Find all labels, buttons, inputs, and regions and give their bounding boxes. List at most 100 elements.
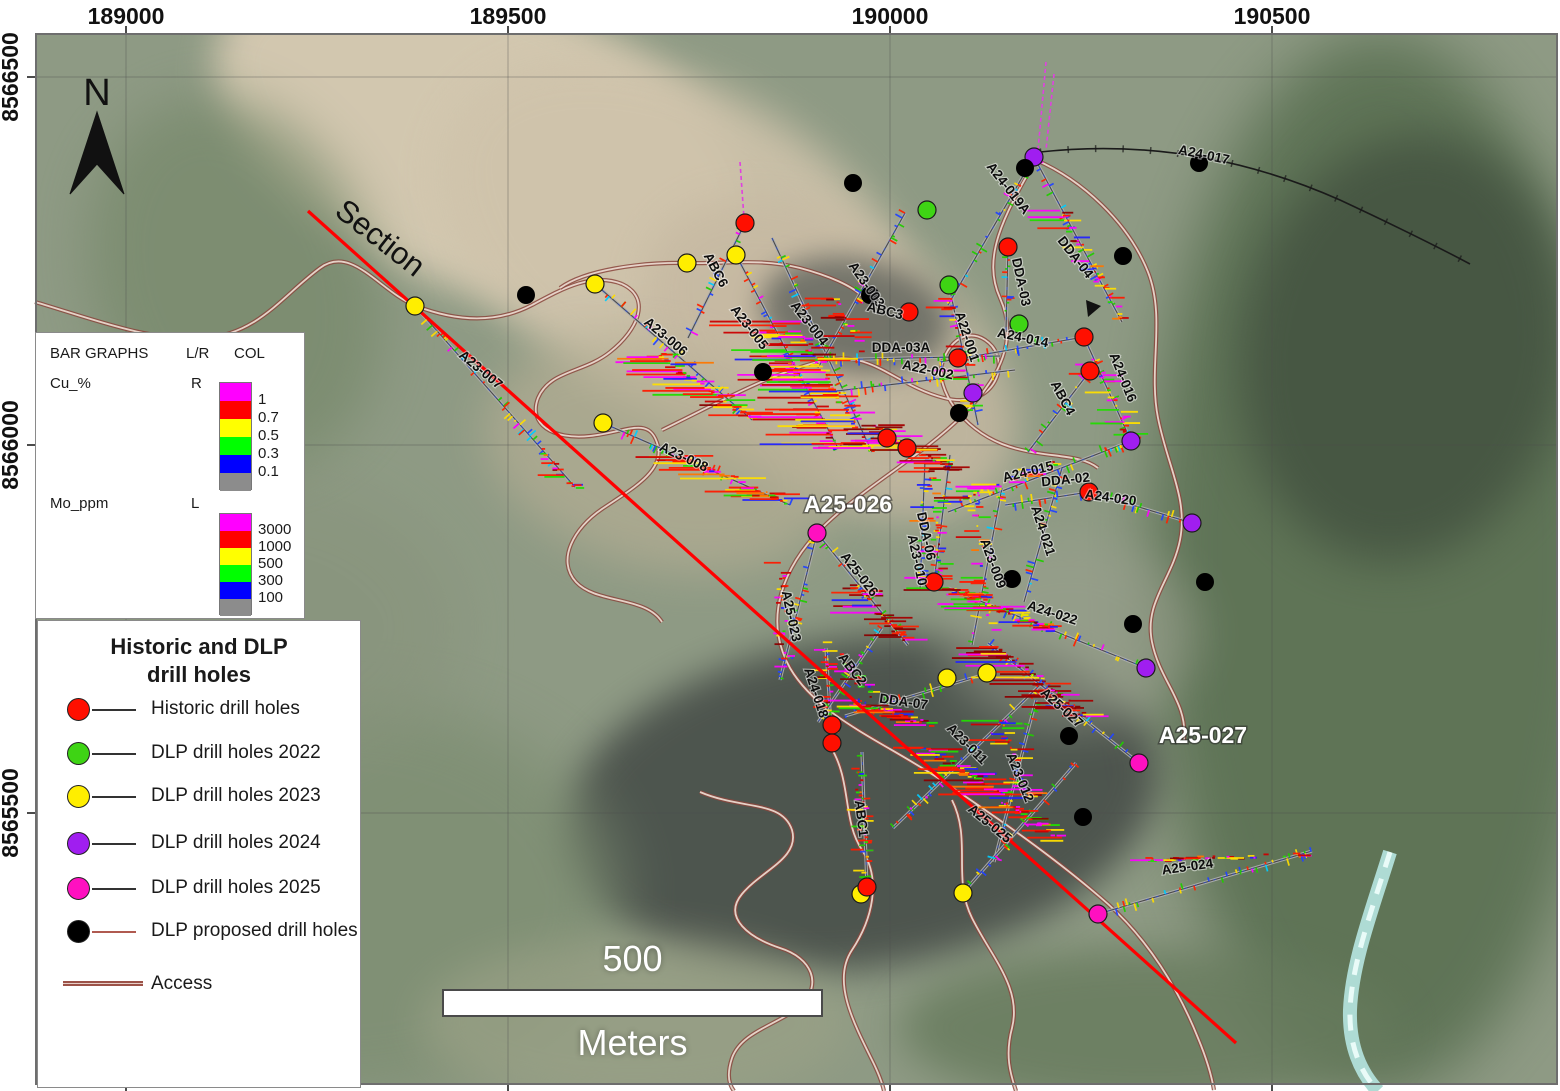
drill-hole-dot-proposed[interactable] [950,404,968,422]
legend-trace-line [92,709,136,711]
y-axis-label: 8566500 [0,32,23,122]
scalebar-unit: Meters [577,1022,688,1063]
drill-hole-dot-y2025[interactable] [1129,753,1149,773]
colorbar-segment [220,582,251,599]
drill-hole-dot-y2023[interactable] [593,413,613,433]
y-axis-label: 8565500 [0,768,23,858]
drill-hole-dot-historic[interactable] [924,572,944,592]
drill-legend-title-1: Historic and DLP [110,634,288,659]
drill-hole-dot-proposed[interactable] [517,286,535,304]
axis-labels: 189000 189500 190000 190500 8566500 8566000 85… [0,3,1310,1091]
drill-hole-dot-proposed[interactable] [844,174,862,192]
drill-hole-label: A25-024 [1161,855,1215,877]
bar-legend-col-header: COL [234,345,265,362]
drill-legend-item-proposed: DLP proposed drill holes [38,920,360,944]
drill-hole-dot-y2023[interactable] [977,663,997,683]
x-axis-label: 189500 [470,3,547,29]
drill-hole-dot-historic[interactable] [857,877,877,897]
drill-hole-dot-proposed[interactable] [1124,615,1142,633]
colorbar-value: 3000 [258,521,292,538]
drill-hole-dot-y2023[interactable] [726,245,746,265]
drill-hole-dot-proposed[interactable] [1016,159,1034,177]
drill-hole-label: ABC1 [852,799,871,838]
drill-hole-dot-historic[interactable] [1074,327,1094,347]
section-line[interactable] [306,209,1238,1045]
drill-hole-dot-historic[interactable] [822,733,842,753]
legend-item-label: DLP proposed drill holes [151,920,358,941]
drill-hole-label: A24-020 [1084,487,1137,509]
drill-hole-dot-y2022[interactable] [1009,314,1029,334]
drill-hole-dot-y2024[interactable] [963,383,983,403]
legend-trace-line [92,796,136,798]
bar-legend-title: BAR GRAPHS [50,345,149,362]
drill-hole-dot-proposed[interactable] [1114,247,1132,265]
bar-legend-lr-header: L/R [186,345,210,362]
colorbar-segment [220,548,251,565]
drill-hole-dot-proposed[interactable] [861,286,879,304]
colorbar-segment [220,531,251,548]
drill-hole-dot-proposed[interactable] [1190,154,1208,172]
colorbar-segment [220,401,251,419]
north-arrow: N [69,72,125,195]
legend-dot-y2024 [67,832,90,855]
legend-item-label: DLP drill holes 2024 [151,832,321,853]
drill-hole-dot-y2023[interactable] [405,296,425,316]
drill-hole-dot-historic[interactable] [822,715,842,735]
drill-hole-dot-y2024[interactable] [1121,431,1141,451]
colorbar-segment [220,419,251,437]
drill-hole-dot-y2023[interactable] [677,253,697,273]
drill-hole-dot-historic[interactable] [735,213,755,233]
drill-hole-dot-y2023[interactable] [585,274,605,294]
drill-hole-dot-historic[interactable] [1080,361,1100,381]
cu-colorbar [219,382,252,491]
drill-hole-dot-historic[interactable] [1079,482,1099,502]
drill-hole-dot-proposed[interactable] [1003,570,1021,588]
drill-hole-label: ABC3 [865,299,905,323]
drill-hole-label: A25-026 [804,491,892,517]
colorbar-segment [220,599,251,616]
drill-hole-dot-proposed[interactable] [1196,573,1214,591]
proposed-drill-line [1039,145,1472,268]
colorbar-value: 0.7 [258,409,279,426]
drill-hole-label: DDA-02 [1040,470,1090,490]
dashed-survey-line [1037,61,1047,151]
terrain-light-center [940,538,1200,728]
drill-hole-dot-proposed[interactable] [1060,727,1078,745]
drill-hole-dot-proposed[interactable] [754,363,772,381]
legend-trace-line [92,931,136,933]
colorbar-segment [220,437,251,455]
drill-hole-dot-y2024[interactable] [1136,658,1156,678]
legend-trace-line [92,753,136,755]
dashed-survey-line [1045,73,1055,151]
colorbar-value: 100 [258,589,284,606]
cu-lr: R [191,375,202,392]
drill-legend-item-historic: Historic drill holes [38,698,360,722]
legend-dot-historic [67,698,90,721]
drill-hole-dot-proposed[interactable] [1074,808,1092,826]
drill-hole-dot-y2022[interactable] [939,275,959,295]
colorbar-value: 1000 [258,538,292,555]
colorbar-value: 500 [258,555,284,572]
mo-colorbar [219,513,252,616]
flow-arrow-marker [1086,300,1101,317]
drill-hole-dot-historic[interactable] [899,302,919,322]
drill-hole-dot-y2023[interactable] [953,883,973,903]
section-label: Section [329,192,432,283]
drill-hole-dot-y2022[interactable] [917,200,937,220]
drill-hole-dot-y2023[interactable] [937,668,957,688]
drill-hole-dots [405,147,1214,924]
drill-hole-dot-historic[interactable] [877,428,897,448]
drill-hole-dot-y2025[interactable] [1088,904,1108,924]
drill-hole-dot-y2024[interactable] [1182,513,1202,533]
colorbar-segment [220,565,251,582]
drill-hole-dot-historic[interactable] [897,438,917,458]
legend-item-label: Historic drill holes [151,698,300,719]
drill-hole-dot-historic[interactable] [948,348,968,368]
drill-hole-dot-y2025[interactable] [807,523,827,543]
colorbar-value: 0.1 [258,463,279,480]
drill-hole-label: A23-006 [641,314,691,359]
drill-hole-dot-historic[interactable] [998,237,1018,257]
colorbar-value: 0.3 [258,445,279,462]
